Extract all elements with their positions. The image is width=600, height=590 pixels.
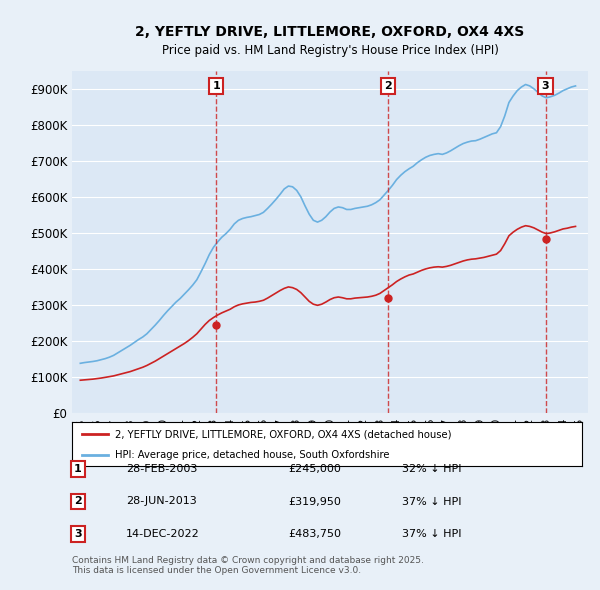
Text: HPI: Average price, detached house, South Oxfordshire: HPI: Average price, detached house, Sout… [115, 450, 390, 460]
Text: 2: 2 [74, 497, 82, 506]
Text: £483,750: £483,750 [288, 529, 341, 539]
Text: 37% ↓ HPI: 37% ↓ HPI [402, 497, 461, 506]
Text: 14-DEC-2022: 14-DEC-2022 [126, 529, 200, 539]
Text: 2, YEFTLY DRIVE, LITTLEMORE, OXFORD, OX4 4XS: 2, YEFTLY DRIVE, LITTLEMORE, OXFORD, OX4… [136, 25, 524, 40]
Text: 3: 3 [542, 81, 550, 91]
Text: 1: 1 [74, 464, 82, 474]
Text: 2, YEFTLY DRIVE, LITTLEMORE, OXFORD, OX4 4XS (detached house): 2, YEFTLY DRIVE, LITTLEMORE, OXFORD, OX4… [115, 430, 452, 439]
Text: £319,950: £319,950 [288, 497, 341, 506]
Text: Contains HM Land Registry data © Crown copyright and database right 2025.
This d: Contains HM Land Registry data © Crown c… [72, 556, 424, 575]
Text: 2: 2 [384, 81, 392, 91]
Text: 37% ↓ HPI: 37% ↓ HPI [402, 529, 461, 539]
Text: 28-FEB-2003: 28-FEB-2003 [126, 464, 197, 474]
Text: 1: 1 [212, 81, 220, 91]
Text: 3: 3 [74, 529, 82, 539]
Text: 32% ↓ HPI: 32% ↓ HPI [402, 464, 461, 474]
Text: £245,000: £245,000 [288, 464, 341, 474]
Text: 28-JUN-2013: 28-JUN-2013 [126, 497, 197, 506]
Text: Price paid vs. HM Land Registry's House Price Index (HPI): Price paid vs. HM Land Registry's House … [161, 44, 499, 57]
